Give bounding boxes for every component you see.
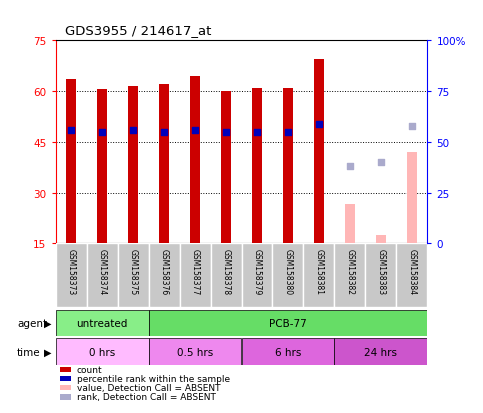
Point (377, 159, 385, 166)
Bar (283, 88, 293, 244)
Point (284, 129, 292, 135)
Text: percentile rank within the sample: percentile rank within the sample (77, 374, 230, 383)
Bar (334, 244, 366, 308)
Point (408, 123, 416, 130)
Bar (397, 244, 427, 308)
Bar (221, 92, 231, 244)
Bar (117, 244, 149, 308)
Bar (97, 90, 107, 244)
Point (222, 129, 230, 135)
Point (67, 127, 75, 134)
Bar (128, 87, 139, 244)
Bar (190, 77, 200, 244)
Text: GSM158381: GSM158381 (314, 249, 324, 295)
Bar (366, 244, 397, 308)
Bar (149, 244, 180, 308)
Text: 6 hrs: 6 hrs (275, 347, 301, 357)
Text: PCB-77: PCB-77 (269, 318, 307, 328)
Bar (376, 235, 386, 244)
Point (98, 129, 106, 135)
Text: ▶: ▶ (43, 318, 51, 328)
Bar (252, 88, 262, 244)
Point (129, 127, 137, 134)
Point (315, 121, 323, 128)
Text: value, Detection Call = ABSENT: value, Detection Call = ABSENT (77, 383, 220, 392)
Bar (334, 339, 427, 366)
Bar (56, 244, 86, 308)
Text: GSM158384: GSM158384 (408, 249, 416, 295)
Text: agent: agent (17, 318, 47, 328)
Point (160, 129, 168, 135)
Text: GDS3955 / 214617_at: GDS3955 / 214617_at (65, 24, 212, 37)
Text: GSM158375: GSM158375 (128, 249, 138, 295)
Text: count: count (77, 365, 102, 374)
Bar (407, 152, 417, 244)
Bar (149, 310, 427, 337)
Bar (303, 244, 334, 308)
Bar (56, 310, 149, 337)
Bar (272, 244, 303, 308)
Text: GSM158379: GSM158379 (253, 249, 261, 295)
Text: GSM158383: GSM158383 (376, 249, 385, 295)
Bar (313, 60, 325, 244)
Bar (242, 339, 334, 366)
Point (346, 164, 354, 170)
Text: GSM158374: GSM158374 (98, 249, 107, 295)
Text: 24 hrs: 24 hrs (365, 347, 398, 357)
Point (253, 129, 261, 135)
Text: 0 hrs: 0 hrs (89, 347, 115, 357)
Text: GSM158377: GSM158377 (190, 249, 199, 295)
Text: time: time (17, 347, 41, 357)
Text: GSM158373: GSM158373 (67, 249, 75, 295)
Bar (149, 339, 242, 366)
Bar (211, 244, 242, 308)
Point (191, 127, 199, 134)
Bar (344, 205, 355, 244)
Text: GSM158382: GSM158382 (345, 249, 355, 295)
Text: 0.5 hrs: 0.5 hrs (177, 347, 213, 357)
Bar (180, 244, 211, 308)
Text: GSM158378: GSM158378 (222, 249, 230, 295)
Text: GSM158376: GSM158376 (159, 249, 169, 295)
Text: ▶: ▶ (43, 347, 51, 357)
Bar (56, 339, 149, 366)
Bar (86, 244, 117, 308)
Bar (242, 244, 272, 308)
Text: untreated: untreated (76, 318, 128, 328)
Text: GSM158380: GSM158380 (284, 249, 293, 295)
Text: rank, Detection Call = ABSENT: rank, Detection Call = ABSENT (77, 392, 216, 401)
Bar (66, 80, 76, 244)
Bar (158, 85, 170, 244)
